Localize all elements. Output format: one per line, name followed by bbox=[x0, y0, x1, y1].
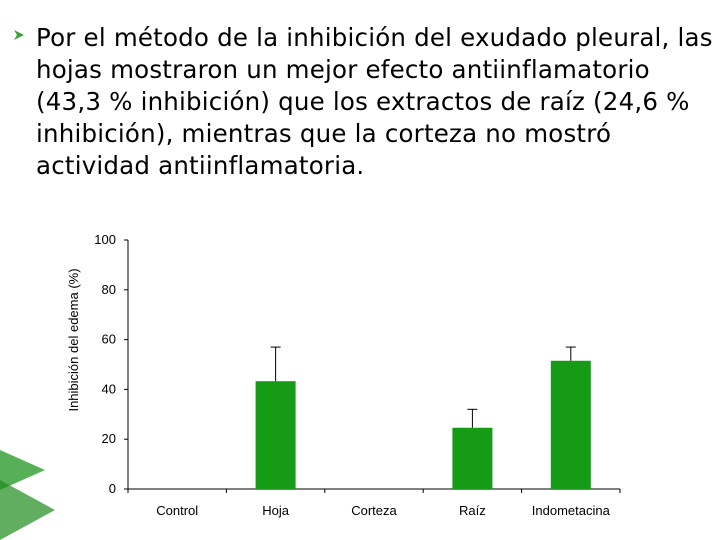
corner-decoration bbox=[0, 450, 55, 540]
x-tick-label: Raíz bbox=[459, 503, 486, 518]
arrow-bullet-icon bbox=[14, 30, 24, 40]
x-tick-label: Control bbox=[156, 503, 198, 518]
bar-hoja bbox=[255, 381, 296, 489]
x-tick-labels: Control Hoja Corteza Raíz Indometacina bbox=[156, 503, 610, 518]
y-tick-label: 60 bbox=[102, 332, 116, 347]
y-ticks: 0 20 40 60 80 100 bbox=[94, 232, 128, 496]
chart-axes bbox=[127, 240, 621, 493]
bar-raíz bbox=[452, 427, 493, 489]
y-tick-label: 0 bbox=[109, 481, 116, 496]
y-tick-label: 40 bbox=[102, 381, 116, 396]
y-axis-label: Inhibición del edema (%) bbox=[66, 268, 81, 411]
y-tick-label: 20 bbox=[102, 431, 116, 446]
y-tick-label: 80 bbox=[102, 282, 116, 297]
bullet-text: Por el método de la inhibición del exuda… bbox=[36, 23, 713, 180]
chart-bars bbox=[255, 360, 591, 489]
bar-indometacina bbox=[550, 360, 591, 489]
x-tick-label: Indometacina bbox=[532, 503, 611, 518]
x-tick-label: Corteza bbox=[351, 503, 397, 518]
y-tick-label: 100 bbox=[94, 232, 116, 247]
x-tick-label: Hoja bbox=[262, 503, 290, 518]
chart-error-bars bbox=[270, 346, 576, 428]
